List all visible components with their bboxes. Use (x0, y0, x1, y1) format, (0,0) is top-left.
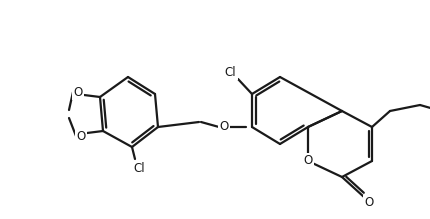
Text: O: O (77, 129, 86, 143)
Text: O: O (364, 196, 374, 210)
Text: Cl: Cl (224, 65, 236, 78)
Text: O: O (74, 85, 83, 99)
Text: O: O (304, 154, 313, 168)
Text: Cl: Cl (133, 162, 145, 175)
Text: O: O (219, 120, 229, 134)
